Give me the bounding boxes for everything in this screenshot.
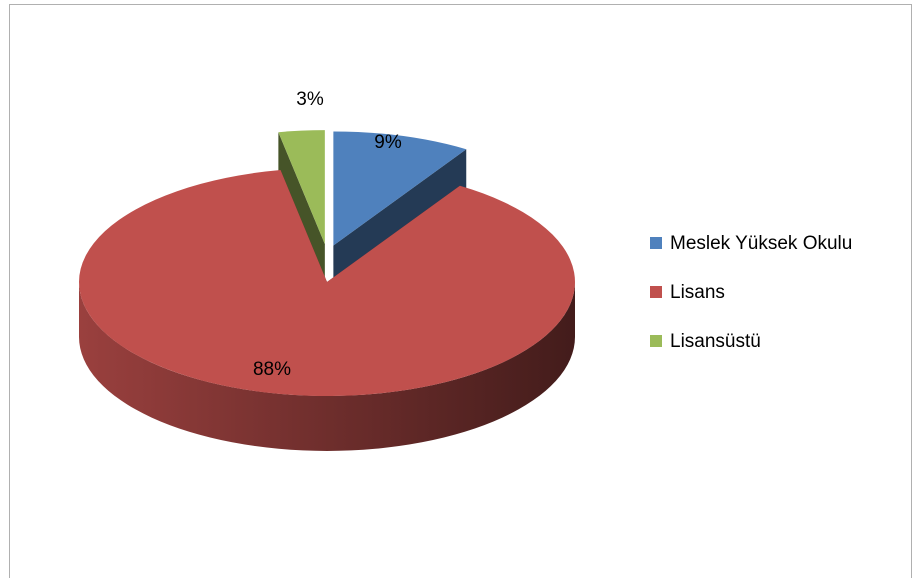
data-label: 88% [253, 359, 291, 380]
legend-swatch [650, 286, 662, 298]
legend-label: Meslek Yüksek Okulu [670, 233, 852, 254]
legend-label: Lisansüstü [670, 331, 761, 352]
data-label: 3% [296, 89, 324, 110]
chart-frame [9, 4, 912, 578]
legend-swatch [650, 335, 662, 347]
legend-swatch [650, 237, 662, 249]
data-label: 9% [374, 132, 402, 153]
legend-label: Lisans [670, 282, 725, 303]
pie-slice [79, 170, 576, 451]
